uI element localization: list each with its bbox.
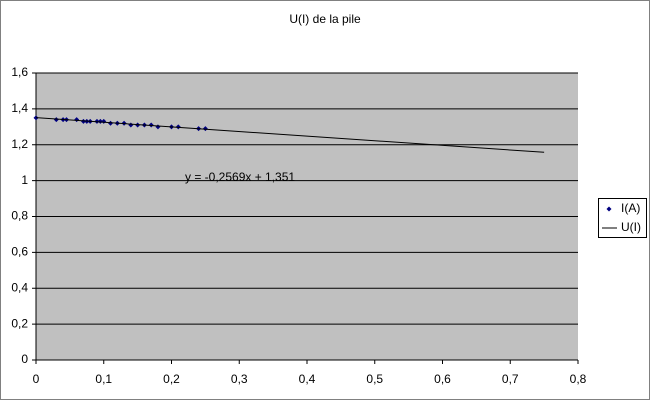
y-tick-label: 1,4 (11, 101, 28, 115)
x-tick-label: 0,6 (434, 372, 451, 386)
y-tick-label: 0,8 (11, 209, 28, 223)
y-tick-label: 1,6 (11, 65, 28, 79)
x-tick-label: 0 (33, 372, 40, 386)
y-tick-label: 0 (21, 352, 28, 366)
y-tick-label: 1,2 (11, 137, 28, 151)
legend-label: U(I) (621, 220, 641, 234)
x-tick-label: 0,5 (366, 372, 383, 386)
x-tick-label: 0,7 (502, 372, 519, 386)
x-tick-label: 0,4 (299, 372, 316, 386)
data-point (175, 124, 181, 130)
x-tick-label: 0,2 (163, 372, 180, 386)
chart-title: U(I) de la pile (289, 12, 361, 26)
data-point (53, 117, 59, 123)
data-point (97, 118, 103, 124)
legend (598, 198, 647, 238)
y-tick-label: 1 (21, 173, 28, 187)
x-tick-label: 0,3 (231, 372, 248, 386)
legend-label: I(A) (621, 201, 640, 215)
annotation: y = -0,2569x + 1,351 (185, 170, 295, 184)
y-tick-label: 0,4 (11, 280, 28, 294)
trend-line (35, 117, 545, 153)
y-tick-label: 0,6 (11, 245, 28, 259)
x-tick-label: 0,1 (95, 372, 112, 386)
legend-marker (606, 206, 612, 212)
y-tick-label: 0,2 (11, 316, 28, 330)
data-point (202, 126, 208, 132)
x-tick-label: 0,8 (570, 372, 587, 386)
data-point (80, 118, 86, 124)
